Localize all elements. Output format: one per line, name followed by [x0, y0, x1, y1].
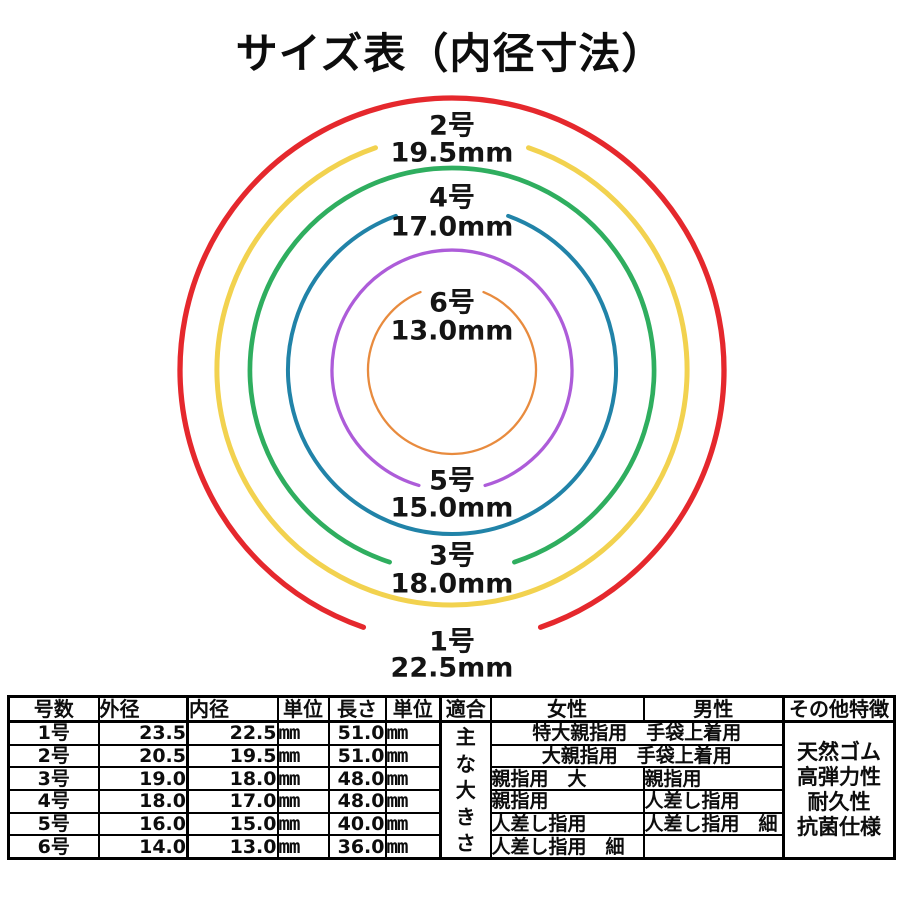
- col-header-outer-dia: 外径: [97, 695, 189, 723]
- cell-women: 親指用: [489, 788, 645, 814]
- fit-char: 主: [455, 725, 476, 749]
- feature-line: 天然ゴム: [797, 740, 881, 764]
- ring-circle-1号: [177, 95, 727, 630]
- cell-unit: mm: [276, 766, 330, 791]
- cell-women-men-merged: 特大親指用 手袋上着用: [489, 720, 785, 746]
- features-cell: 天然ゴム 高弾力性 耐久性 抗菌仕様: [782, 720, 896, 860]
- cell-men: 人差し指用: [642, 788, 785, 814]
- cell-men: [642, 834, 785, 860]
- cell-unit: mm: [276, 834, 330, 860]
- cell-unit: mm: [384, 788, 442, 814]
- feature-line: 高弾力性: [797, 765, 881, 789]
- cell-inner-dia: 18.0: [186, 766, 279, 791]
- table-row-3: 3号 19.0 18.0 mm 48.0 mm 親指用 大 親指用: [7, 766, 895, 791]
- ring-circle-2号: [214, 145, 690, 608]
- cell-inner-dia: 17.0: [186, 788, 279, 814]
- table-header-row: 号数 外径 内径 単位 長さ 単位 適合 女性 男性 その他特徴: [7, 695, 896, 723]
- col-header-features: その他特徴: [782, 695, 896, 723]
- cell-length: 36.0: [327, 834, 387, 860]
- fit-char: さ: [455, 831, 476, 855]
- cell-length: 51.0: [327, 743, 387, 769]
- cell-size-no: 2号: [7, 743, 100, 769]
- ring-size-label-2号: 19.5mm: [390, 137, 514, 169]
- cell-outer-dia: 23.5: [97, 720, 189, 746]
- cell-men: 人差し指用 細: [642, 811, 785, 837]
- table-row-1: 1号 23.5 22.5 mm 51.0 mm 主な大きさ 特大親指用 手袋上着…: [7, 720, 896, 860]
- cell-women: 親指用 大: [489, 766, 645, 791]
- cell-size-no: 1号: [7, 720, 100, 746]
- table-row-6: 6号 14.0 13.0 mm 36.0 mm 人差し指用 細: [7, 834, 895, 860]
- cell-size-no: 5号: [7, 811, 100, 837]
- cell-women-men-merged: 大親指用 手袋上着用: [489, 743, 785, 769]
- ring-size-label-5号: 15.0mm: [390, 492, 514, 524]
- cell-inner-dia: 22.5: [186, 720, 279, 746]
- cell-size-no: 6号: [7, 834, 100, 860]
- fit-vertical-text: 主な大きさ: [444, 724, 489, 857]
- ring-name-label-2号: 2号: [429, 110, 475, 142]
- ring-name-label-3号: 3号: [429, 540, 475, 572]
- cell-outer-dia: 19.0: [97, 766, 189, 791]
- cell-length: 40.0: [327, 811, 387, 837]
- ring-circle-5号: [330, 248, 574, 488]
- col-header-size-no: 号数: [7, 695, 100, 723]
- cell-outer-dia: 14.0: [97, 834, 189, 860]
- table-row-2: 2号 20.5 19.5 mm 51.0 mm 大親指用 手袋上着用: [7, 743, 895, 769]
- col-header-fit: 適合: [439, 695, 492, 723]
- ring-name-label-4号: 4号: [429, 182, 475, 214]
- cell-men: 親指用: [642, 766, 785, 791]
- col-header-unit-1: 単位: [276, 695, 330, 723]
- cell-unit: mm: [276, 811, 330, 837]
- fit-char: き: [455, 804, 476, 829]
- ring-circle-3号: [247, 165, 657, 565]
- fit-char: な: [455, 751, 476, 776]
- col-header-inner-dia: 内径: [186, 695, 279, 723]
- cell-outer-dia: 20.5: [97, 743, 189, 769]
- size-table: 号数 外径 内径 単位 長さ 単位 適合 女性 男性 その他特徴 1号 23.5…: [7, 695, 896, 860]
- cell-size-no: 4号: [7, 788, 100, 814]
- ring-name-label-1号: 1号: [429, 626, 475, 658]
- ring-name-label-6号: 6号: [429, 287, 475, 319]
- ring-size-label-1号: 22.5mm: [390, 652, 514, 684]
- ring-size-label-6号: 13.0mm: [390, 315, 514, 347]
- cell-length: 48.0: [327, 766, 387, 791]
- ring-diameter-diagram: [177, 95, 727, 630]
- feature-line: 耐久性: [807, 790, 871, 814]
- cell-inner-dia: 15.0: [186, 811, 279, 837]
- cell-outer-dia: 16.0: [97, 811, 189, 837]
- cell-women: 人差し指用: [489, 811, 645, 837]
- cell-outer-dia: 18.0: [97, 788, 189, 814]
- ring-size-label-3号: 18.0mm: [390, 568, 514, 600]
- cell-length: 51.0: [327, 720, 387, 746]
- table-row-4: 4号 18.0 17.0 mm 48.0 mm 親指用 人差し指用: [7, 788, 895, 814]
- cell-inner-dia: 19.5: [186, 743, 279, 769]
- cell-unit: mm: [384, 720, 442, 746]
- cell-unit: mm: [384, 811, 442, 837]
- features-text: 天然ゴム 高弾力性 耐久性 抗菌仕様: [787, 724, 893, 857]
- cell-inner-dia: 13.0: [186, 834, 279, 860]
- col-header-men: 男性: [642, 695, 785, 723]
- cell-unit: mm: [384, 743, 442, 769]
- ring-name-label-5号: 5号: [429, 465, 475, 497]
- fit-char: 大: [455, 778, 476, 802]
- cell-unit: mm: [384, 834, 442, 860]
- col-header-length: 長さ: [327, 695, 387, 723]
- page-title: サイズ表（内径寸法）: [235, 29, 665, 78]
- cell-unit: mm: [276, 743, 330, 769]
- cell-women: 人差し指用 細: [489, 834, 645, 860]
- fit-vertical-cell: 主な大きさ: [439, 720, 492, 860]
- table-row-5: 5号 16.0 15.0 mm 40.0 mm 人差し指用 人差し指用 細: [7, 811, 895, 837]
- ring-circle-4号: [286, 213, 618, 537]
- ring-circle-6号: [366, 290, 538, 456]
- ring-size-label-4号: 17.0mm: [390, 211, 514, 243]
- cell-unit: mm: [276, 720, 330, 746]
- col-header-unit-2: 単位: [384, 695, 442, 723]
- cell-length: 48.0: [327, 788, 387, 814]
- cell-unit: mm: [384, 766, 442, 791]
- feature-line: 抗菌仕様: [797, 815, 881, 839]
- cell-size-no: 3号: [7, 766, 100, 791]
- cell-unit: mm: [276, 788, 330, 814]
- col-header-women: 女性: [489, 695, 645, 723]
